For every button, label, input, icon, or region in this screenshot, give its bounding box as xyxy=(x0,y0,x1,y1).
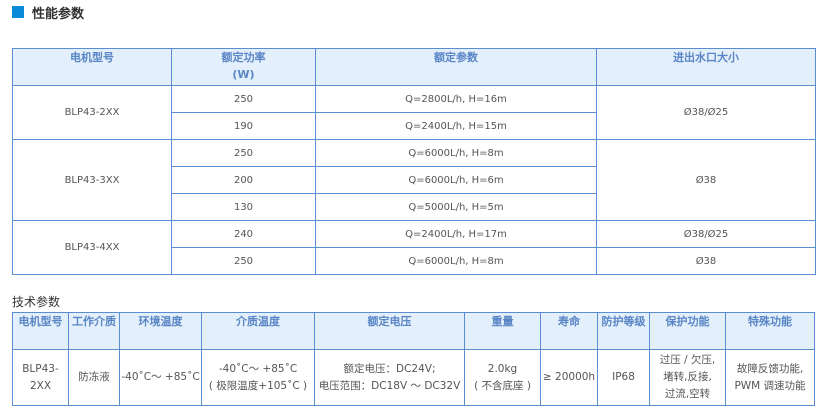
header-medium-temp: 介质温度 xyxy=(201,312,315,350)
header-protection: 保护功能 xyxy=(649,312,726,350)
table-row: BLP43-3XX 250 Q=6000L/h, H=8m Ø38 xyxy=(12,139,816,221)
header-power: 额定功率 (W) xyxy=(171,48,316,86)
voltage-cell: 额定电压：DC24V; 电压范围：DC18V ～ DC32V xyxy=(314,349,465,406)
header-ambient-temp: 环境温度 xyxy=(119,312,202,350)
header-life: 寿命 xyxy=(540,312,598,350)
params-cell: Q=2400L/h, H=15m xyxy=(315,112,597,140)
table-row: BLP43-2XX 防冻液 -40˚C～ +85˚C -40˚C～ +85˚C(… xyxy=(12,349,815,406)
section-title-text: 性能参数 xyxy=(32,6,85,22)
power-cell: 250 xyxy=(171,247,316,275)
technical-table: 电机型号 工作介质 环境温度 介质温度 额定电压 重量 寿命 防护等级 保护功能… xyxy=(12,312,815,406)
params-cell: Q=2800L/h, H=16m xyxy=(315,85,597,113)
power-cell: 130 xyxy=(171,193,316,221)
table-row: 250 Q=6000L/h, H=8m Ø38 xyxy=(13,247,816,275)
header-special: 特殊功能 xyxy=(725,312,815,350)
model-cell: BLP43-3XX xyxy=(12,139,172,221)
header-params: 额定参数 xyxy=(315,48,597,86)
model-cell: BLP43-2XX xyxy=(12,85,172,140)
header-voltage: 额定电压 xyxy=(314,312,465,350)
table-header-row: 电机型号 工作介质 环境温度 介质温度 额定电压 重量 寿命 防护等级 保护功能… xyxy=(12,312,815,350)
outlet-cell: Ø38 xyxy=(596,139,816,221)
params-cell: Q=6000L/h, H=8m xyxy=(315,139,597,167)
power-cell: 250 xyxy=(171,139,316,167)
model-cell: BLP43-2XX xyxy=(12,349,69,406)
power-cell: 190 xyxy=(171,112,316,140)
params-cell: Q=5000L/h, H=5m xyxy=(315,193,597,221)
special-cell: 故障反馈功能, PWM 调速功能 xyxy=(725,349,815,406)
table-row: BLP43-2XX 250 Q=2800L/h, H=16m Ø38/Ø25 xyxy=(12,85,816,140)
table-row: BLP43-4XX 240 Q=2400L/h, H=17m Ø38/Ø25 xyxy=(12,220,816,275)
power-cell: 240 xyxy=(171,220,316,248)
life-cell: ≥ 20000h xyxy=(540,349,598,406)
outlet-cell: Ø38/Ø25 xyxy=(596,220,816,248)
model-cell: BLP43-4XX xyxy=(12,220,172,275)
header-ip: 防护等级 xyxy=(597,312,650,350)
header-model: 电机型号 xyxy=(12,312,69,350)
power-cell: 200 xyxy=(171,166,316,194)
params-cell: Q=6000L/h, H=6m xyxy=(315,166,597,194)
table-header-row: 电机型号 额定功率 (W) 额定参数 进出水口大小 xyxy=(12,48,816,86)
params-cell: Q=2400L/h, H=17m xyxy=(315,220,597,248)
params-cell: Q=6000L/h, H=8m xyxy=(315,247,597,275)
protection-cell: 过压 / 欠压, 堵转,反接, 过流,空转 xyxy=(649,349,726,406)
ip-cell: IP68 xyxy=(597,349,650,406)
section-title: 性能参数 xyxy=(12,3,85,22)
header-model: 电机型号 xyxy=(12,48,172,86)
outlet-cell: Ø38/Ø25 xyxy=(596,85,816,140)
table-row: 130 Q=5000L/h, H=5m xyxy=(13,193,816,221)
ambient-temp-cell: -40˚C～ +85˚C xyxy=(119,349,202,406)
header-weight: 重量 xyxy=(464,312,541,350)
performance-table: 电机型号 额定功率 (W) 额定参数 进出水口大小 BLP43-2XX 250 Q… xyxy=(12,48,816,275)
weight-cell: 2.0kg( 不含底座 ) xyxy=(464,349,541,406)
section-square-icon xyxy=(12,6,24,18)
power-cell: 250 xyxy=(171,85,316,113)
outlet-cell: Ø38 xyxy=(596,247,816,275)
tech-title: 技术参数 xyxy=(12,295,61,309)
header-outlet: 进出水口大小 xyxy=(596,48,816,86)
header-medium: 工作介质 xyxy=(68,312,120,350)
medium-cell: 防冻液 xyxy=(68,349,120,406)
medium-temp-cell: -40˚C～ +85˚C( 极限温度+105˚C ) xyxy=(201,349,315,406)
